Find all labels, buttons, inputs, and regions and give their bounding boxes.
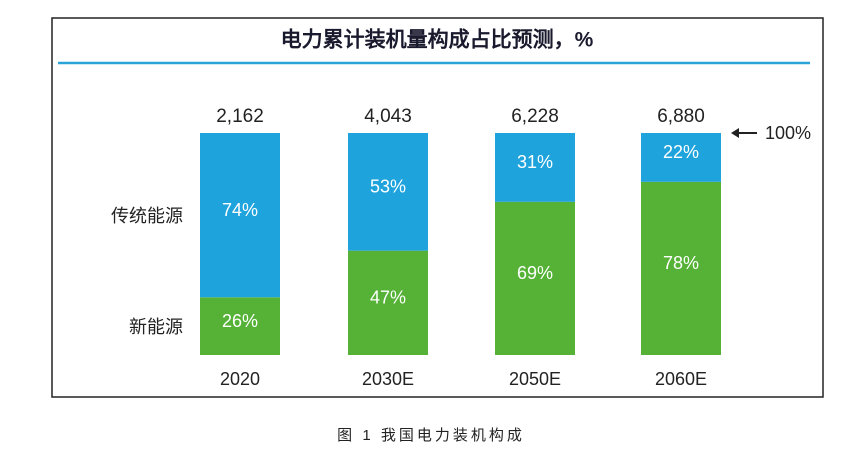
x-tick-label: 2030E: [362, 369, 414, 389]
data-label: 74%: [222, 200, 258, 220]
total-label: 2,162: [216, 106, 264, 127]
x-tick-label: 2050E: [509, 369, 561, 389]
data-label: 47%: [370, 288, 406, 308]
data-label: 26%: [222, 311, 258, 331]
data-label: 78%: [663, 253, 699, 273]
total-label: 6,228: [511, 106, 559, 127]
x-tick-label: 2020: [220, 369, 260, 389]
bar-segment: [200, 133, 280, 298]
data-label: 53%: [370, 177, 406, 197]
series-label: 传统能源: [111, 206, 183, 226]
bar-segment: [495, 201, 575, 355]
total-label: 6,880: [657, 106, 705, 127]
bar-segment: [348, 250, 428, 355]
annotation-arrowhead: [731, 128, 739, 138]
x-tick-label: 2060E: [655, 369, 707, 389]
bar-segment: [200, 297, 280, 355]
annotation-label: 100%: [765, 123, 811, 143]
data-label: 69%: [517, 263, 553, 283]
data-label: 31%: [517, 152, 553, 172]
bar-segment: [641, 133, 721, 182]
series-label: 新能源: [129, 317, 183, 337]
chart-title: 电力累计装机量构成占比预测，%: [281, 28, 594, 52]
bar-segment: [348, 133, 428, 251]
caption: 图 1 我国电力装机构成: [337, 427, 525, 444]
data-label: 22%: [663, 142, 699, 162]
bar-segment: [641, 181, 721, 355]
total-label: 4,043: [364, 106, 412, 127]
bar-segment: [495, 133, 575, 202]
